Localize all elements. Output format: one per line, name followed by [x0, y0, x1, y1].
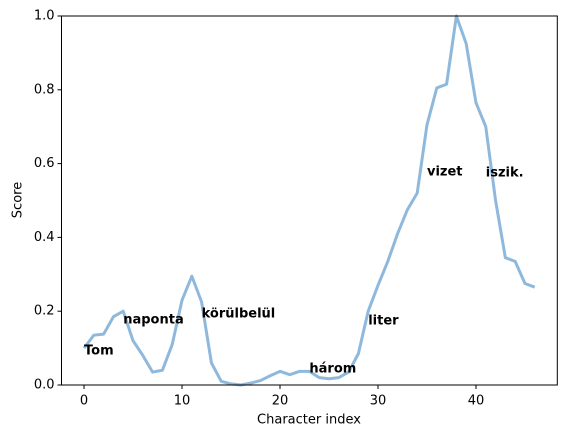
- annotation: iszik.: [486, 165, 524, 180]
- annotation: naponta: [123, 313, 184, 328]
- x-tick-label: 40: [468, 394, 485, 409]
- line: [82, 14, 536, 387]
- x-tick-label: 10: [174, 394, 191, 409]
- annotation: Tom: [84, 344, 114, 359]
- annotation: vizet: [427, 165, 463, 180]
- y-axis-label: Score: [11, 182, 26, 218]
- annotation: liter: [368, 314, 399, 329]
- x-tick-label: 0: [80, 394, 88, 409]
- x-axis-label: Character index: [257, 413, 361, 428]
- x-tick-label: 20: [272, 394, 289, 409]
- x-tick-label: 30: [370, 394, 387, 409]
- annotation: körülbelül: [202, 307, 276, 322]
- y-tick-label: 0.4: [34, 230, 55, 245]
- y-tick-label: 1.0: [34, 9, 55, 24]
- y-tick-label: 0.8: [34, 82, 55, 97]
- y-tick-label: 0.0: [34, 378, 55, 393]
- annotation: három: [309, 362, 356, 377]
- plot-frame: [61, 15, 558, 386]
- y-tick-label: 0.6: [34, 156, 55, 171]
- y-tick-label: 0.2: [34, 304, 55, 319]
